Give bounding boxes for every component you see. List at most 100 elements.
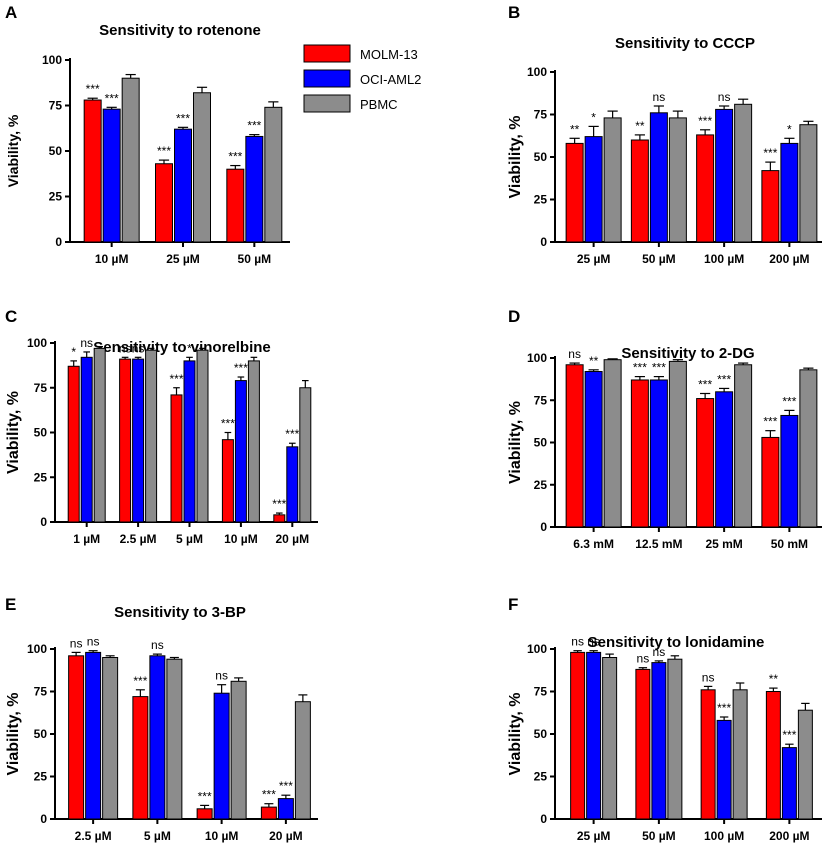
bar: [781, 747, 797, 820]
significance-label: ***: [247, 119, 261, 133]
x-tick-label: 50 µM: [642, 252, 676, 266]
x-tick-label: 10 µM: [224, 532, 258, 546]
panel-label-b: B: [508, 3, 520, 22]
bar: [247, 360, 260, 523]
panel-a: A Sensitivity to rotenone 0 25 50 75 100 Viabil…: [5, 3, 290, 266]
significance-label: ns: [215, 669, 228, 683]
bar: [166, 658, 183, 820]
significance-label: ns: [637, 652, 650, 666]
bar: [260, 806, 277, 820]
bar: [67, 365, 80, 523]
bar: [602, 657, 618, 820]
bar: [667, 658, 683, 820]
legend-label-pbmc: PBMC: [360, 97, 398, 112]
x-tick-label: 20 µM: [276, 532, 310, 546]
x-tick-label: 50 µM: [238, 252, 272, 266]
bar: [174, 128, 192, 243]
bar: [132, 696, 149, 820]
legend-swatch-molm13: [303, 44, 351, 63]
bar: [264, 106, 283, 243]
x-tick-label: 6.3 mM: [573, 537, 614, 551]
bar: [696, 134, 715, 243]
significance-label: *: [71, 345, 76, 359]
significance-label: **: [589, 354, 599, 368]
y-tick-label: 25: [34, 470, 48, 484]
y-axis-label-f: Viability, %: [507, 693, 524, 776]
y-tick-label: 0: [40, 812, 47, 826]
y-tick-label: 100: [527, 642, 547, 656]
legend-swatch-ociaml2: [303, 69, 351, 88]
bar: [273, 514, 286, 523]
bar: [761, 170, 780, 243]
panel-e: E Sensitivity to 3-BP 0 25 50 75 100 Viability,…: [5, 595, 318, 843]
significance-label: ***: [763, 415, 777, 429]
bar: [119, 358, 132, 523]
significance-label: ***: [285, 427, 299, 441]
y-axis-label-d: Viability, %: [507, 401, 524, 484]
bar: [132, 358, 145, 523]
bar: [245, 135, 264, 243]
bar: [668, 360, 687, 528]
bar: [299, 387, 312, 523]
bar: [226, 168, 245, 243]
bar: [145, 349, 158, 523]
x-tick-label: 20 µM: [269, 829, 303, 843]
bar: [780, 142, 799, 243]
y-axis-label-a: Viability, %: [5, 114, 21, 187]
significance-label: ***: [105, 91, 119, 105]
significance-label: ***: [169, 372, 183, 386]
significance-label: ns: [70, 636, 83, 650]
panel-f: F Sensitivity to lonidamine 0 25 50 75 100 Viab…: [507, 595, 822, 843]
chart-title-f: Sensitivity to lonidamine: [588, 634, 765, 651]
significance-label: ***: [157, 144, 171, 158]
y-axis-label-b: Viability, %: [507, 116, 524, 199]
legend-label-molm13: MOLM-13: [360, 47, 418, 62]
x-tick-label: 50 µM: [642, 829, 676, 843]
x-tick-label: 25 mM: [705, 537, 742, 551]
x-tick-label: 200 µM: [769, 829, 809, 843]
y-tick-label: 75: [49, 99, 63, 113]
legend: MOLM-13 OCI-AML2 PBMC: [303, 44, 421, 113]
significance-label: ***: [262, 788, 276, 802]
y-axis-label-e: Viability, %: [5, 693, 22, 776]
bar: [149, 655, 166, 820]
significance-label: *: [787, 122, 792, 136]
x-tick-label: 5 µM: [176, 532, 203, 546]
x-tick-label: 12.5 mM: [635, 537, 682, 551]
y-tick-label: 25: [534, 193, 548, 207]
significance-label: ns: [132, 341, 145, 355]
bar: [196, 349, 209, 523]
y-tick-label: 100: [27, 642, 47, 656]
bar: [799, 124, 818, 243]
significance-label: ***: [652, 361, 666, 375]
bar: [85, 651, 102, 820]
bar: [570, 651, 586, 820]
bar: [630, 379, 649, 528]
bar: [102, 657, 119, 820]
bar: [565, 142, 584, 243]
y-axis-label-c: Viability, %: [5, 391, 22, 474]
bar: [183, 360, 196, 523]
panel-c: C Sensitivity to vinorelbine 0 25 50 75 100 Via…: [5, 307, 318, 546]
bar: [734, 103, 753, 243]
bar: [68, 655, 85, 820]
y-tick-label: 75: [34, 685, 48, 699]
bar: [630, 139, 649, 243]
bar: [799, 369, 818, 528]
bar: [121, 77, 140, 243]
y-tick-label: 0: [540, 520, 547, 534]
bar: [700, 689, 716, 820]
bar: [651, 662, 667, 820]
bar: [193, 92, 211, 243]
bar: [102, 108, 121, 243]
bar: [780, 414, 799, 528]
significance-label: ***: [698, 114, 712, 128]
y-tick-label: 0: [540, 235, 547, 249]
x-tick-label: 25 µM: [166, 252, 200, 266]
y-tick-label: 75: [534, 685, 548, 699]
y-tick-label: 100: [42, 53, 62, 67]
y-tick-label: 50: [534, 150, 548, 164]
x-tick-label: 5 µM: [144, 829, 171, 843]
significance-label: ***: [763, 146, 777, 160]
significance-label: **: [769, 672, 779, 686]
